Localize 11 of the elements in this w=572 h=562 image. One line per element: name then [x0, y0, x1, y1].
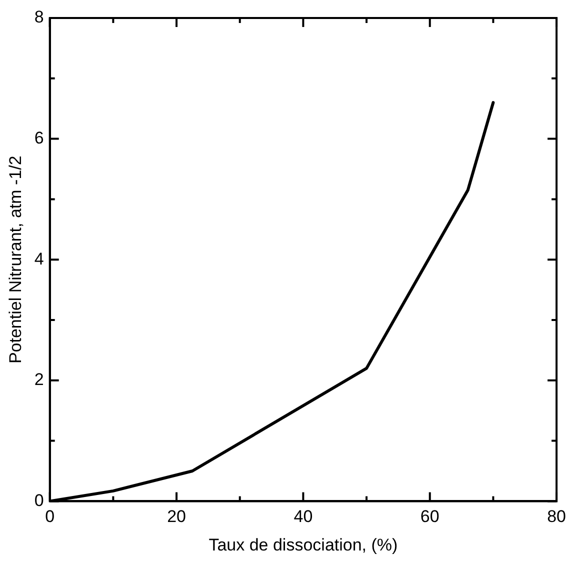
x-tick-label: 20: [167, 507, 186, 526]
y-axis-title: Potentiel Nitrurant, atm -1/2: [6, 156, 25, 364]
x-tick-label: 60: [420, 507, 440, 526]
x-axis-title: Taux de dissociation, (%): [208, 535, 398, 554]
y-tick-label: 2: [34, 370, 44, 390]
y-tick-label: 6: [34, 128, 44, 148]
y-tick-label: 4: [34, 249, 44, 268]
x-tick-label: 80: [547, 507, 566, 526]
y-tick-label: 8: [34, 8, 44, 27]
y-tick-label: 0: [34, 490, 44, 510]
x-tick-label: 40: [294, 507, 313, 526]
